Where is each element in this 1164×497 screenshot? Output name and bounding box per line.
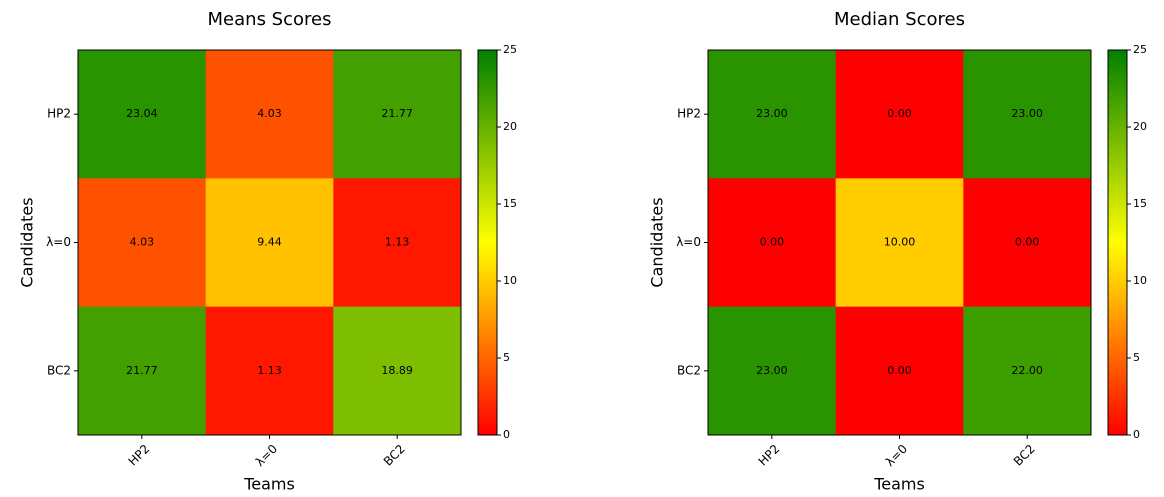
- x-axis-label: Teams: [243, 475, 295, 494]
- cell-label: 21.77: [126, 364, 158, 377]
- heatmap-cell: [708, 50, 837, 179]
- cell-label: 9.44: [257, 236, 282, 249]
- heatmap-cell: [708, 178, 837, 308]
- colorbar: [1107, 49, 1128, 436]
- colorbar-tick-label: 15: [1133, 197, 1147, 210]
- cell-label: 23.00: [756, 107, 788, 120]
- cell-label: 0.00: [887, 364, 912, 377]
- cell-label: 4.03: [257, 107, 282, 120]
- cell-label: 21.77: [381, 107, 413, 120]
- y-axis-label: Candidates: [648, 197, 667, 287]
- heatmap-cell: [963, 178, 1092, 308]
- cell-label: 23.04: [126, 107, 158, 120]
- heatmap-cell: [333, 178, 462, 308]
- y-tick-label: HP2: [677, 107, 701, 121]
- heatmap-panel: Median Scores 23.00 0.00 23.00 0.00 10.00 0.00…: [648, 9, 1148, 494]
- y-tick-label: BC2: [677, 363, 701, 377]
- cell-label: 0.00: [760, 236, 785, 249]
- y-tick-label: HP2: [47, 107, 71, 121]
- heatmap-cell: [78, 306, 207, 436]
- x-axis-label: Teams: [873, 475, 925, 494]
- cell-label: 1.13: [385, 236, 410, 249]
- colorbar-tick-label: 0: [503, 428, 510, 441]
- colorbar: [477, 49, 498, 436]
- y-tick-label: λ=0: [46, 235, 71, 249]
- heatmap-cell: [963, 306, 1092, 436]
- colorbar-tick-label: 0: [1133, 428, 1140, 441]
- y-axis-label: Candidates: [18, 197, 37, 287]
- cell-label: 4.03: [130, 236, 155, 249]
- heatmap-cell: [333, 306, 462, 436]
- x-tick-label: HP2: [126, 442, 153, 469]
- colorbar-tick-label: 5: [1133, 351, 1140, 364]
- x-tick-label: HP2: [756, 442, 783, 469]
- colorbar-tick-label: 10: [503, 274, 517, 287]
- cell-label: 23.00: [1011, 107, 1043, 120]
- heatmap-cell: [835, 178, 964, 308]
- colorbar-tick-label: 25: [1133, 43, 1147, 56]
- cell-label: 0.00: [1015, 236, 1040, 249]
- chart-title: Means Scores: [208, 9, 332, 30]
- cell-label: 0.00: [887, 107, 912, 120]
- colorbar-tick-label: 15: [503, 197, 517, 210]
- y-tick-label: BC2: [47, 363, 71, 377]
- heatmap-cell: [708, 306, 837, 436]
- heatmap-cell: [78, 50, 207, 179]
- heatmap-cell: [835, 306, 964, 436]
- heatmap-cell: [333, 50, 462, 179]
- cell-label: 23.00: [756, 364, 788, 377]
- x-tick-label: BC2: [381, 442, 408, 469]
- cell-label: 18.89: [381, 364, 413, 377]
- x-tick-label: λ=0: [883, 442, 910, 469]
- colorbar-tick-label: 10: [1133, 274, 1147, 287]
- x-tick-label: λ=0: [253, 442, 280, 469]
- y-tick-label: λ=0: [676, 235, 701, 249]
- colorbar-tick-label: 20: [1133, 120, 1147, 133]
- heatmap-cell: [205, 306, 334, 436]
- colorbar-tick-label: 25: [503, 43, 517, 56]
- heatmap-cell: [205, 178, 334, 308]
- x-tick-label: BC2: [1011, 442, 1038, 469]
- cell-label: 22.00: [1011, 364, 1043, 377]
- heatmap-panel: Means Scores 23.04 4.03 21.77 4.03 9.44 1.13 21…: [18, 9, 518, 494]
- cell-label: 10.00: [884, 236, 916, 249]
- heatmap-cell: [78, 178, 207, 308]
- heatmap-cell: [205, 50, 334, 179]
- heatmap-cell: [963, 50, 1092, 179]
- colorbar-tick-label: 5: [503, 351, 510, 364]
- colorbar-tick-label: 20: [503, 120, 517, 133]
- chart-title: Median Scores: [834, 9, 965, 30]
- cell-label: 1.13: [257, 364, 282, 377]
- heatmap-cell: [835, 50, 964, 179]
